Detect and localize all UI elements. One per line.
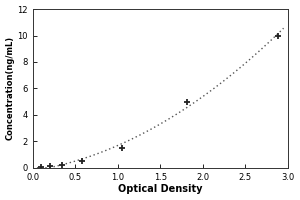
Y-axis label: Concentration(ng/mL): Concentration(ng/mL) (6, 36, 15, 140)
X-axis label: Optical Density: Optical Density (118, 184, 202, 194)
